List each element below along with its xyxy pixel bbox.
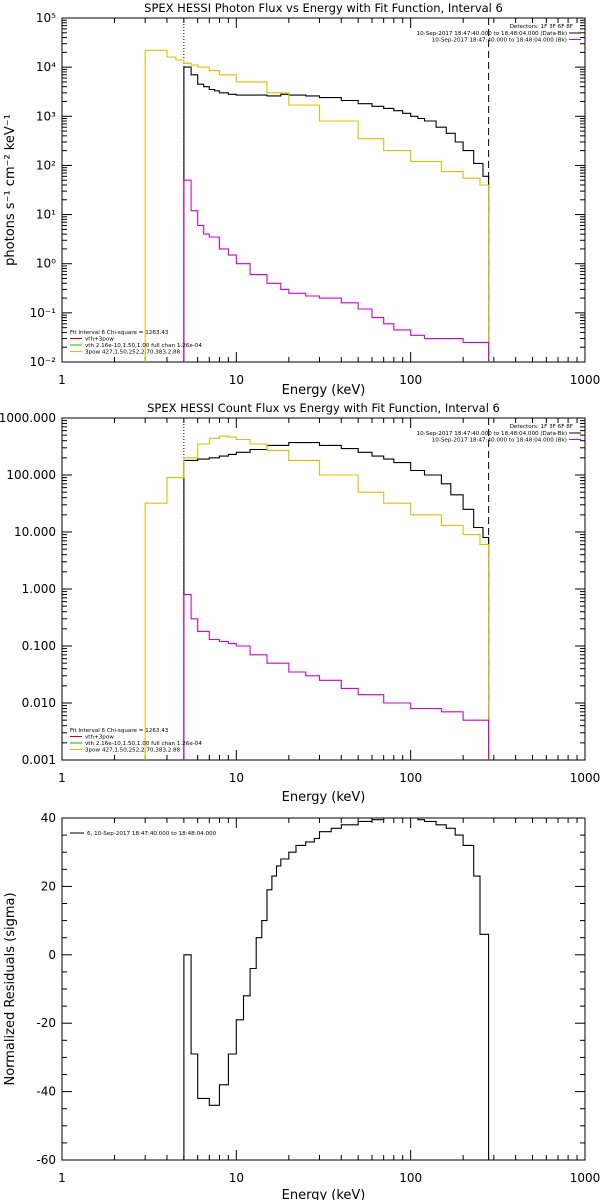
- series-line-3: [183, 593, 490, 760]
- legend-entry-label: vth+3pow: [85, 735, 114, 741]
- chart-panel-1: SPEX HESSI Photon Flux vs Energy with Fi…: [3, 1, 600, 398]
- y-tick-label: 100.000: [6, 468, 56, 482]
- series-line-2: [144, 49, 490, 362]
- series-line-3: [183, 179, 490, 362]
- legend-detectors: Detectors: 1F 3F 6F 8F: [510, 424, 573, 430]
- x-axis-label: Energy (keV): [282, 1188, 366, 1200]
- x-tick-label: 1000: [570, 1171, 600, 1185]
- y-tick-label: 20: [41, 879, 56, 893]
- chart-title: SPEX HESSI Photon Flux vs Energy with Fi…: [144, 1, 503, 15]
- legend-entry-label: 6, 10-Sep-2017 18:47:40.000 to 18:48:04.…: [87, 831, 217, 837]
- chart-panel-3: Energy (keV) Normalized Residuals (sigma)…: [3, 811, 600, 1200]
- x-tick-label: 100: [399, 771, 422, 785]
- y-tick-label: -40: [36, 1085, 56, 1099]
- x-tick-label: 1000: [570, 771, 600, 785]
- legend-entry-label: 3pow 427,1.50,252,2.70,383,2.88: [85, 350, 181, 356]
- x-tick-label: 10: [229, 373, 244, 387]
- y-tick-label: 10⁴: [36, 60, 56, 74]
- x-tick-label: 10: [229, 771, 244, 785]
- legend-fit-header: Fit Interval 6 Chi-square = 1263.43: [70, 728, 169, 734]
- y-axis-label: Normalized Residuals (sigma): [3, 892, 18, 1085]
- legend-entry-label: 10-Sep-2017 18:47:40.000 to 18:48:04.000…: [432, 38, 567, 44]
- x-tick-label: 100: [399, 1171, 422, 1185]
- legend-detectors: Detectors: 1F 3F 6F 8F: [510, 24, 573, 30]
- x-axis-label: Energy (keV): [282, 383, 366, 398]
- series-line-1: [183, 817, 490, 1160]
- y-tick-label: 0.001: [22, 753, 56, 767]
- legend-entry-label: vth 2.16e-10,1.50,1.00 full chan 1.26e-0…: [85, 741, 202, 747]
- x-axis-label: Energy (keV): [282, 790, 366, 805]
- legend-entry-label: 10-Sep-2017 18:47:40.000 to 18:48:04.000…: [417, 31, 567, 37]
- x-tick-label: 1: [58, 771, 66, 785]
- legend-entry-label: 10-Sep-2017 18:47:40.000 to 18:48:04.000…: [432, 438, 567, 444]
- y-tick-label: 0.010: [22, 696, 56, 710]
- legend-entry-label: vth+3pow: [85, 337, 114, 343]
- x-tick-label: 1: [58, 1171, 66, 1185]
- y-tick-label: 10²: [36, 158, 56, 172]
- y-tick-label: 10⁻²: [30, 355, 57, 369]
- y-tick-label: 0: [48, 948, 56, 962]
- y-tick-label: -20: [36, 1016, 56, 1030]
- y-axis-label: photons s⁻¹ cm⁻² keV⁻¹: [3, 114, 18, 266]
- plot-frame: [61, 417, 586, 761]
- legend-fit-header: Fit Interval 6 Chi-square = 1263.43: [70, 330, 169, 336]
- y-tick-label: 10⁵: [36, 11, 56, 25]
- plot-frame: [61, 17, 586, 363]
- series-line-1: [183, 442, 490, 760]
- plot-frame: [61, 817, 586, 1161]
- chart-panel-2: SPEX HESSI Count Flux vs Energy with Fit…: [0, 401, 600, 805]
- x-tick-label: 10: [229, 1171, 244, 1185]
- x-tick-label: 1000: [570, 373, 600, 387]
- legend-entry-label: 3pow 427,1.50,252,2.70,383,2.88: [85, 748, 181, 754]
- y-tick-label: 10⁰: [36, 257, 56, 271]
- x-tick-label: 100: [399, 373, 422, 387]
- y-tick-label: 10¹: [36, 208, 56, 222]
- y-tick-label: 40: [41, 811, 56, 825]
- series-line-2: [144, 435, 490, 760]
- y-tick-label: 10.000: [14, 525, 56, 539]
- series-line-1: [183, 66, 490, 362]
- chart-title: SPEX HESSI Count Flux vs Energy with Fit…: [147, 401, 500, 415]
- legend-entry-label: 10-Sep-2017 18:47:40.000 to 18:48:04.000…: [417, 431, 567, 437]
- y-tick-label: 10⁻¹: [30, 306, 57, 320]
- y-tick-label: -60: [36, 1153, 56, 1167]
- y-tick-label: 1000.000: [0, 411, 56, 425]
- x-tick-label: 1: [58, 373, 66, 387]
- y-tick-label: 1.000: [22, 582, 56, 596]
- y-tick-label: 0.100: [22, 639, 56, 653]
- y-tick-label: 10³: [36, 109, 56, 123]
- legend-entry-label: vth 2.16e-10,1.50,1.00 full chan 1.26e-0…: [85, 343, 202, 349]
